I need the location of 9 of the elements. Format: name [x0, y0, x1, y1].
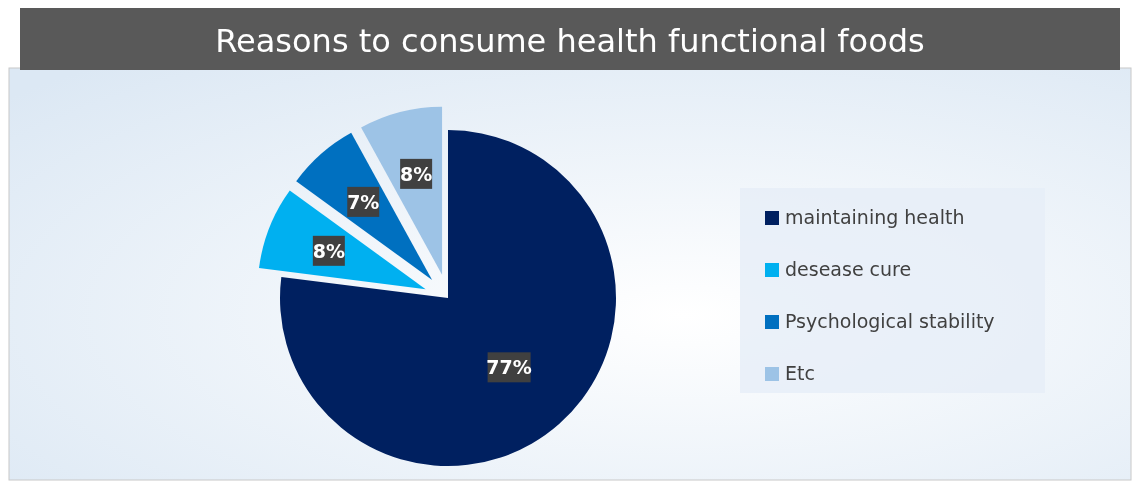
- legend-label: Psychological stability: [785, 310, 995, 332]
- data-label: 8%: [400, 162, 433, 185]
- legend-label: desease cure: [785, 258, 912, 280]
- legend-label: Etc: [785, 362, 815, 384]
- data-label: 77%: [486, 356, 532, 379]
- legend-label: maintaining health: [785, 206, 965, 228]
- data-label: 8%: [312, 239, 345, 262]
- data-label: 7%: [347, 190, 380, 213]
- chart-title: Reasons to consume health functional foods: [215, 22, 925, 60]
